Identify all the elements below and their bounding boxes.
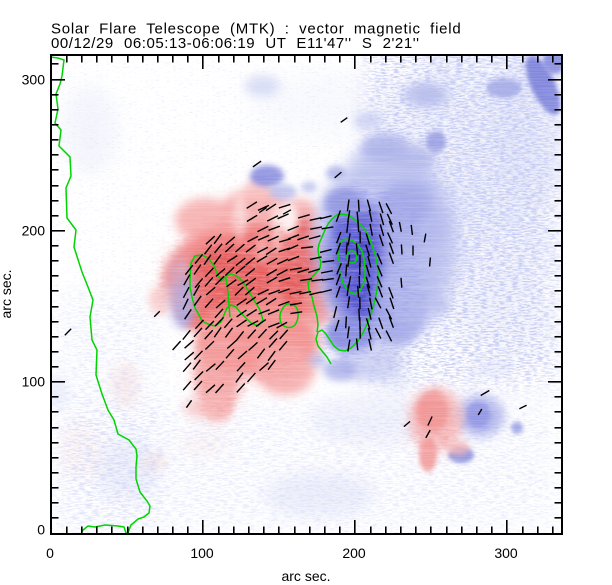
svg-text:200: 200: [22, 223, 46, 239]
svg-text:arc sec.: arc sec.: [0, 269, 14, 318]
svg-text:0: 0: [37, 522, 45, 538]
svg-text:300: 300: [494, 545, 518, 561]
svg-text:0: 0: [46, 545, 54, 561]
svg-text:100: 100: [22, 374, 46, 390]
svg-text:Solar Flare Telescope (MTK) :: Solar Flare Telescope (MTK) : vector mag…: [51, 21, 461, 38]
svg-text:00/12/29 06:05:13-06:06:19 UT: 00/12/29 06:05:13-06:06:19 UT E11'47'' S…: [51, 35, 420, 52]
svg-text:arc sec.: arc sec.: [281, 568, 330, 584]
svg-text:200: 200: [342, 545, 366, 561]
svg-text:300: 300: [22, 72, 46, 88]
svg-text:100: 100: [190, 545, 214, 561]
